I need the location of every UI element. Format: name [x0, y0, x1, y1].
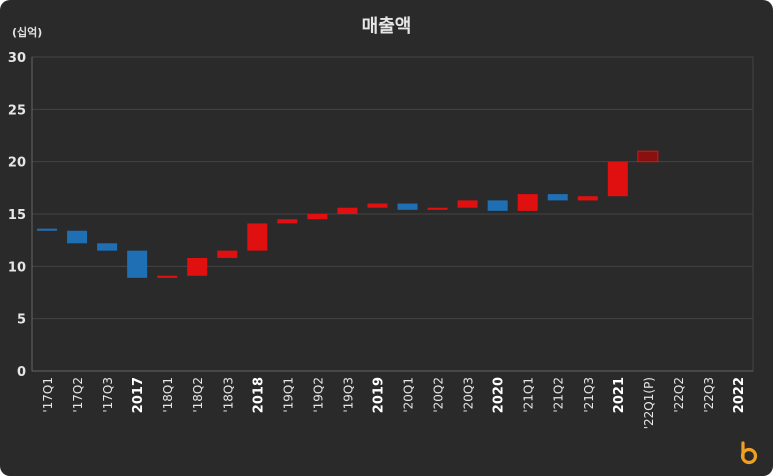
bar-19q1 [277, 219, 298, 224]
y-tick-label: 10 [8, 260, 26, 275]
x-tick-label: '19Q2 [311, 377, 325, 413]
bar-2020 [487, 200, 508, 211]
y-tick-label: 20 [8, 156, 26, 171]
bar-19q2 [307, 214, 328, 220]
bar-21q3 [577, 196, 598, 201]
bar-19q3 [337, 207, 358, 214]
y-tick-label: 0 [17, 365, 26, 380]
bar-20q2 [427, 207, 448, 210]
chart-title: 매출액 [361, 16, 412, 37]
bar-17q2 [67, 230, 88, 244]
x-tick-label: '21Q2 [552, 377, 566, 413]
bar-2019 [367, 203, 388, 208]
x-tick-label: '22Q1(P) [642, 377, 656, 429]
x-tick-label: 2017 [131, 377, 146, 413]
x-tick-label: '17Q1 [41, 377, 55, 413]
x-tick-label: 2019 [371, 377, 386, 413]
x-tick-label: '20Q2 [432, 377, 446, 413]
bar-20q1 [397, 203, 418, 210]
y-tick-label: 30 [8, 51, 26, 66]
bar-18q1 [157, 275, 178, 278]
bar-21q1 [517, 194, 538, 211]
bar-22q1p [637, 150, 659, 163]
bar-17q3 [97, 243, 118, 251]
bar-21q2 [547, 194, 568, 201]
x-tick-label: 2020 [492, 377, 507, 413]
bar-18q2 [187, 257, 208, 276]
y-axis-unit-label: (십억) [12, 26, 43, 39]
bar-2018 [247, 223, 268, 251]
x-tick-label: '17Q3 [101, 377, 115, 413]
x-tick-label: '22Q3 [702, 377, 716, 413]
x-tick-label: '17Q2 [71, 377, 85, 413]
x-tick-label: '18Q1 [161, 377, 175, 413]
x-tick-label: 2021 [612, 377, 627, 413]
x-tick-label: '18Q3 [221, 377, 235, 413]
bar-20q3 [457, 200, 478, 208]
brand-logo-icon [740, 441, 758, 465]
y-tick-label: 25 [8, 103, 26, 118]
x-tick-label: '18Q2 [191, 377, 205, 413]
x-tick-label: '22Q2 [672, 377, 686, 413]
bar-17q1 [37, 228, 58, 231]
x-tick-label: 2018 [251, 377, 266, 413]
bar-18q3 [217, 250, 238, 258]
x-tick-label: '19Q1 [281, 377, 295, 413]
x-tick-label: 2022 [732, 377, 747, 413]
x-tick-label: '20Q1 [402, 377, 416, 413]
x-tick-label: '21Q3 [582, 377, 596, 413]
bar-2017 [127, 250, 148, 278]
x-tick-label: '21Q1 [522, 377, 536, 413]
y-tick-label: 5 [17, 313, 26, 328]
y-tick-label: 15 [8, 208, 26, 223]
x-tick-label: '20Q3 [462, 377, 476, 413]
x-tick-label: '19Q3 [341, 377, 355, 413]
bar-2021 [607, 161, 628, 197]
